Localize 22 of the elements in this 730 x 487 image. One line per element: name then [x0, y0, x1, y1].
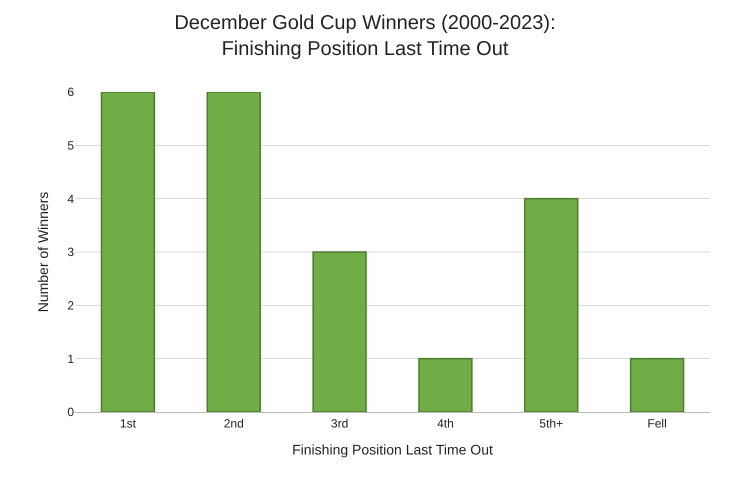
x-axis-title: Finishing Position Last Time Out: [292, 442, 493, 458]
chart-title: December Gold Cup Winners (2000-2023): Finishing Position Last Time Out: [174, 12, 556, 60]
y-axis-title: Number of Winners: [34, 192, 51, 312]
x-tick-label: 2nd: [224, 416, 244, 430]
x-tick-label: 4th: [437, 416, 454, 430]
bar: [100, 92, 156, 412]
y-tick-label: 2: [67, 298, 74, 313]
y-tick-label: 1: [67, 352, 74, 366]
y-tick-label: 0: [67, 405, 74, 420]
bar: [206, 92, 261, 412]
y-tick-label: 3: [67, 245, 74, 260]
bar: [418, 358, 473, 412]
bar: [312, 251, 367, 412]
bar: [630, 358, 684, 412]
x-tick-label: Fell: [647, 416, 667, 430]
y-tick-label: 4: [67, 192, 74, 206]
x-tick-label: 3rd: [330, 416, 348, 430]
bar: [524, 198, 578, 412]
y-tick-label: 6: [67, 85, 74, 100]
y-tick-label: 5: [67, 138, 74, 153]
x-tick-label: 5th+: [539, 416, 564, 430]
x-tick-label: 1st: [120, 416, 137, 430]
